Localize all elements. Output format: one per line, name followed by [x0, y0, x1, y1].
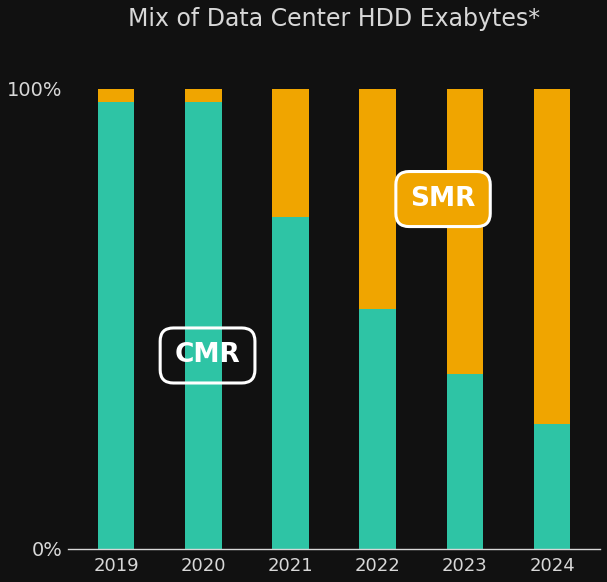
Text: SMR: SMR [410, 186, 476, 212]
Bar [534, 88, 571, 424]
Bar [534, 424, 571, 549]
Bar [272, 88, 309, 218]
Bar [359, 88, 396, 310]
Bar [98, 88, 134, 102]
Bar [98, 102, 134, 549]
Title: Mix of Data Center HDD Exabytes*: Mix of Data Center HDD Exabytes* [128, 7, 540, 31]
Bar [447, 88, 483, 374]
Bar [359, 310, 396, 549]
Bar [272, 218, 309, 549]
Bar [185, 88, 222, 102]
Bar [185, 102, 222, 549]
Bar [447, 374, 483, 549]
Text: CMR: CMR [175, 342, 240, 368]
